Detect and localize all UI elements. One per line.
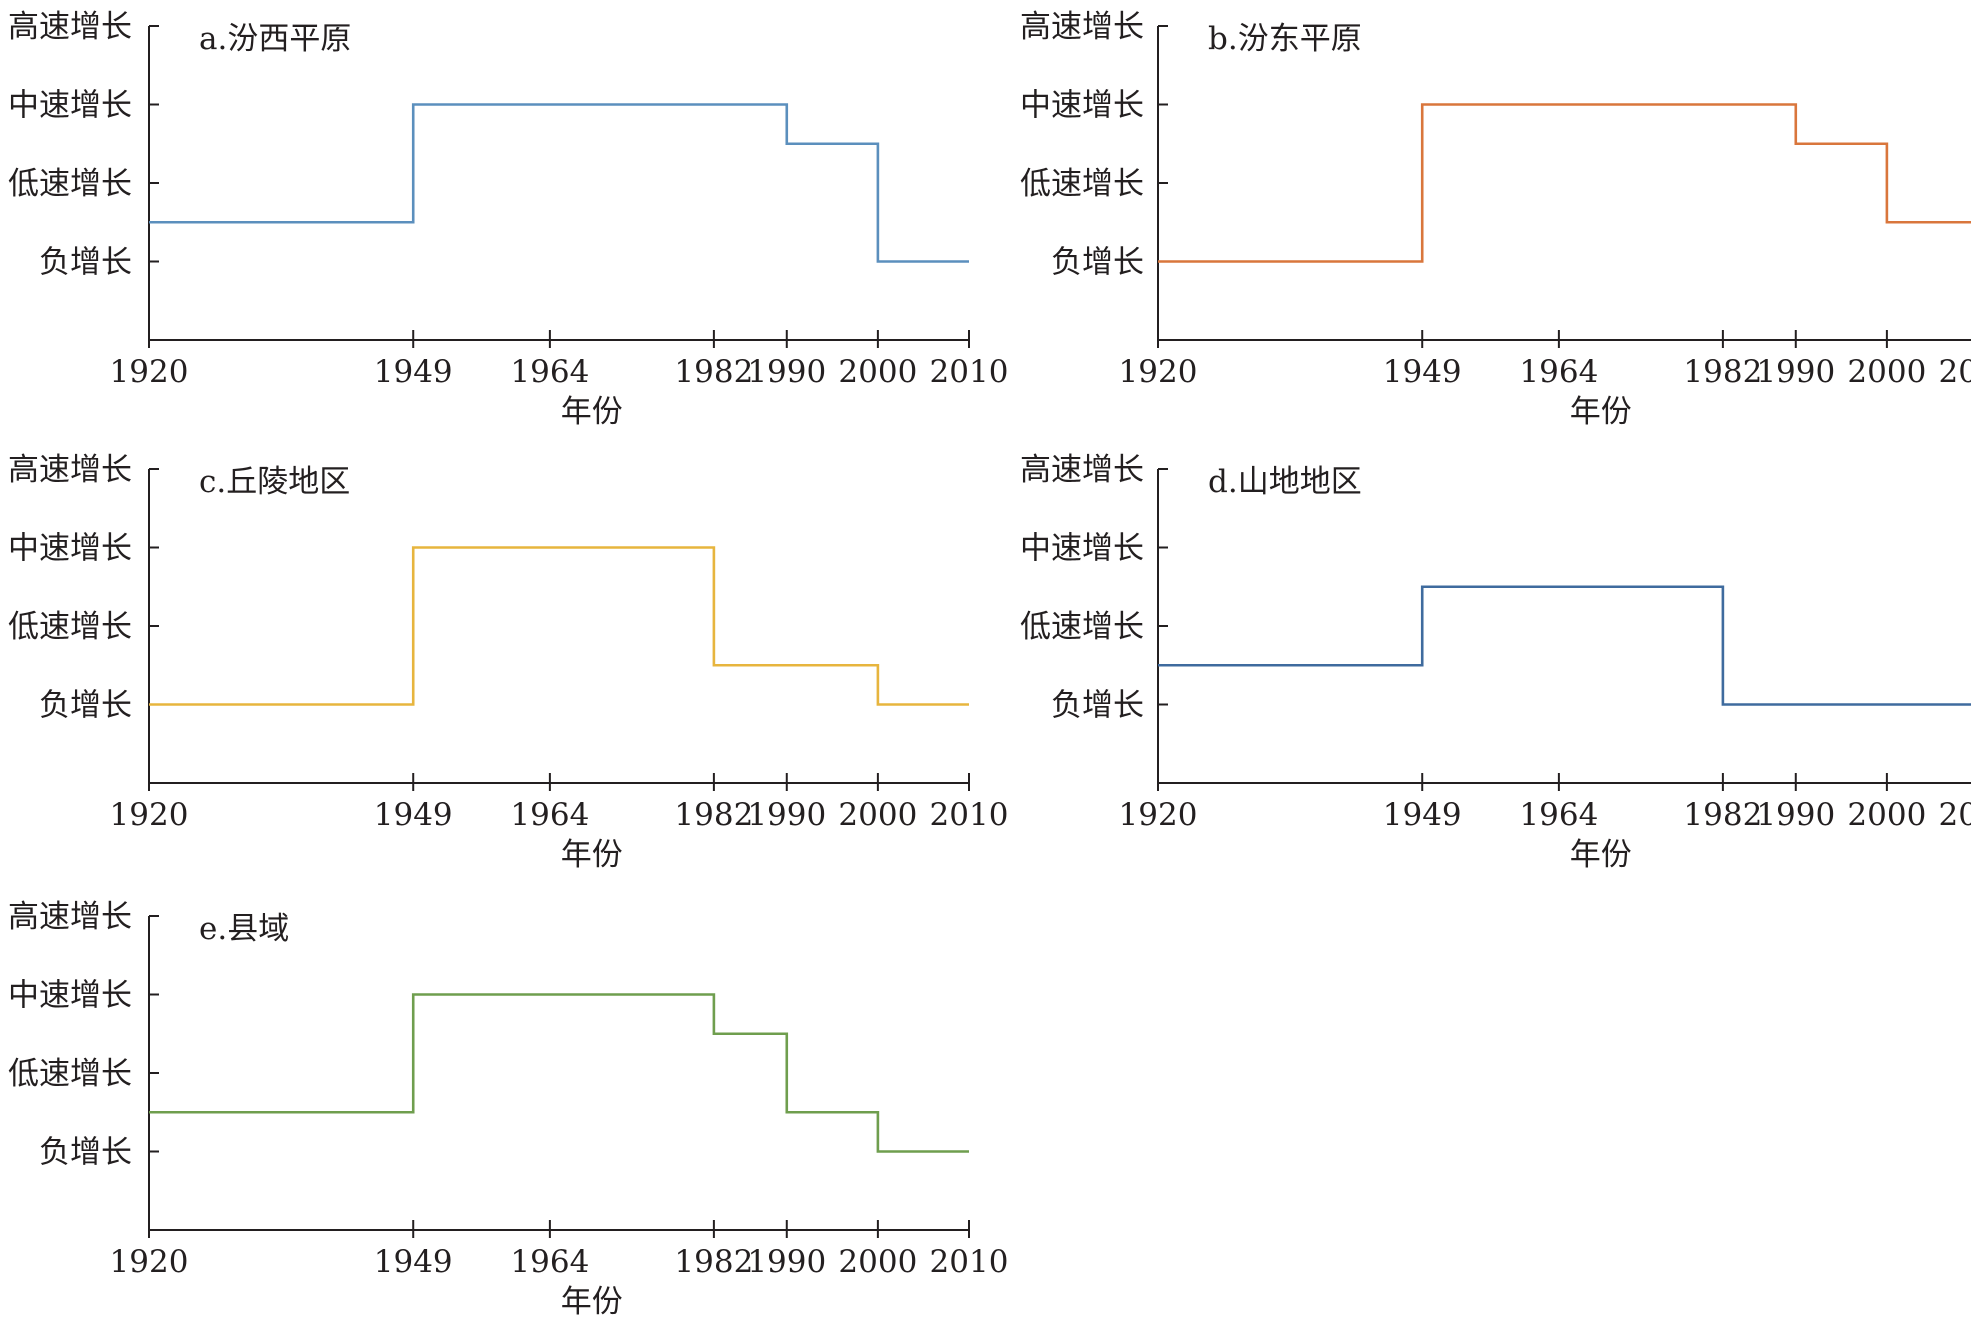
x-tick-label: 1990 [747, 1244, 826, 1280]
panel-title: d.山地地区 [1208, 464, 1362, 500]
y-tick-label: 负增长 [1051, 245, 1144, 281]
x-axis-label: 年份 [1570, 837, 1632, 873]
x-tick-label: 1964 [1519, 797, 1598, 833]
y-tick-label: 负增长 [1051, 688, 1144, 724]
x-axis-label: 年份 [561, 837, 623, 873]
x-tick-label: 1964 [510, 797, 589, 833]
x-axis-label: 年份 [561, 1284, 623, 1320]
axis-lines [148, 469, 969, 784]
y-tick-label: 低速增长 [8, 1056, 132, 1092]
y-tick-label: 低速增长 [8, 166, 132, 202]
y-tick-label: 低速增长 [1020, 166, 1144, 202]
x-tick-label: 1982 [674, 354, 753, 390]
x-tick-label: 1949 [374, 1244, 453, 1280]
y-tick-label: 高速增长 [8, 899, 132, 935]
y-tick-label: 高速增长 [8, 452, 132, 488]
x-tick-label: 1990 [1756, 354, 1835, 390]
y-tick-label: 高速增长 [1020, 9, 1144, 45]
x-tick-label: 1920 [110, 797, 189, 833]
panel-title: a.汾西平原 [199, 21, 351, 57]
x-tick-label: 2010 [930, 1244, 1009, 1280]
x-tick-label: 1990 [747, 354, 826, 390]
panel-title: c.丘陵地区 [199, 464, 350, 500]
x-tick-label: 2010 [930, 354, 1009, 390]
x-axis-label: 年份 [561, 394, 623, 430]
y-tick-label: 中速增长 [8, 531, 132, 567]
axis-lines [1157, 26, 1971, 341]
x-tick-label: 1920 [110, 354, 189, 390]
x-tick-label: 1949 [374, 797, 453, 833]
x-tick-label: 1982 [1683, 797, 1762, 833]
x-tick-label: 1964 [510, 1244, 589, 1280]
x-tick-label: 1982 [674, 1244, 753, 1280]
x-tick-label: 2010 [1939, 797, 1971, 833]
axis-lines [148, 916, 969, 1231]
x-tick-label: 2000 [838, 354, 917, 390]
y-tick-label: 中速增长 [8, 978, 132, 1014]
x-tick-label: 1949 [374, 354, 453, 390]
y-tick-label: 负增长 [39, 688, 132, 724]
x-tick-label: 1982 [674, 797, 753, 833]
y-tick-label: 低速增长 [1020, 609, 1144, 645]
x-tick-label: 1920 [1119, 354, 1198, 390]
x-tick-label: 1949 [1383, 797, 1462, 833]
x-tick-label: 1990 [747, 797, 826, 833]
x-axis-label: 年份 [1570, 394, 1632, 430]
axis-lines [148, 26, 969, 341]
series-line [1158, 585, 1971, 706]
x-tick-label: 2010 [1939, 354, 1971, 390]
x-tick-label: 1964 [1519, 354, 1598, 390]
series-line [149, 993, 969, 1153]
x-tick-label: 1964 [510, 354, 589, 390]
y-tick-label: 中速增长 [1020, 88, 1144, 124]
x-tick-label: 2010 [930, 797, 1009, 833]
y-tick-label: 高速增长 [1020, 452, 1144, 488]
x-tick-label: 1990 [1756, 797, 1835, 833]
x-tick-label: 1982 [1683, 354, 1762, 390]
series-line [149, 546, 969, 706]
series-line [149, 103, 969, 263]
y-tick-label: 中速增长 [1020, 531, 1144, 567]
y-tick-label: 中速增长 [8, 88, 132, 124]
axis-lines [1157, 469, 1971, 784]
y-tick-label: 高速增长 [8, 9, 132, 45]
y-tick-label: 低速增长 [8, 609, 132, 645]
panel-title: e.县域 [199, 911, 289, 947]
panel-title: b.汾东平原 [1208, 21, 1362, 57]
x-tick-label: 1949 [1383, 354, 1462, 390]
x-tick-label: 1920 [110, 1244, 189, 1280]
series-line [1158, 103, 1971, 263]
y-tick-label: 负增长 [39, 245, 132, 281]
y-tick-label: 负增长 [39, 1135, 132, 1171]
x-tick-label: 2000 [838, 797, 917, 833]
x-tick-label: 2000 [1847, 797, 1926, 833]
x-tick-label: 1920 [1119, 797, 1198, 833]
x-tick-label: 2000 [838, 1244, 917, 1280]
x-tick-label: 2000 [1847, 354, 1926, 390]
